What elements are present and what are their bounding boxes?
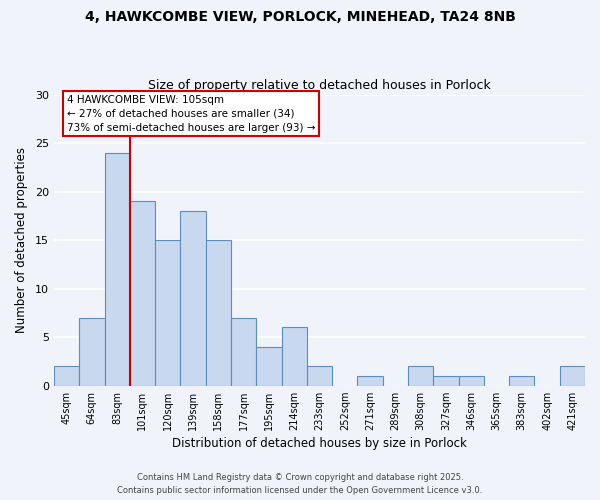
Bar — [104, 153, 130, 386]
Bar — [433, 376, 458, 386]
Bar — [307, 366, 332, 386]
Bar — [54, 366, 79, 386]
Bar — [509, 376, 535, 386]
Y-axis label: Number of detached properties: Number of detached properties — [15, 147, 28, 333]
X-axis label: Distribution of detached houses by size in Porlock: Distribution of detached houses by size … — [172, 437, 467, 450]
Bar — [79, 318, 104, 386]
Bar — [281, 328, 307, 386]
Bar — [458, 376, 484, 386]
Text: 4, HAWKCOMBE VIEW, PORLOCK, MINEHEAD, TA24 8NB: 4, HAWKCOMBE VIEW, PORLOCK, MINEHEAD, TA… — [85, 10, 515, 24]
Bar — [231, 318, 256, 386]
Title: Size of property relative to detached houses in Porlock: Size of property relative to detached ho… — [148, 79, 491, 92]
Bar — [181, 211, 206, 386]
Bar — [155, 240, 181, 386]
Bar — [560, 366, 585, 386]
Text: Contains HM Land Registry data © Crown copyright and database right 2025.
Contai: Contains HM Land Registry data © Crown c… — [118, 474, 482, 495]
Bar — [130, 202, 155, 386]
Bar — [256, 347, 281, 386]
Bar — [206, 240, 231, 386]
Text: 4 HAWKCOMBE VIEW: 105sqm
← 27% of detached houses are smaller (34)
73% of semi-d: 4 HAWKCOMBE VIEW: 105sqm ← 27% of detach… — [67, 94, 315, 132]
Bar — [408, 366, 433, 386]
Bar — [358, 376, 383, 386]
